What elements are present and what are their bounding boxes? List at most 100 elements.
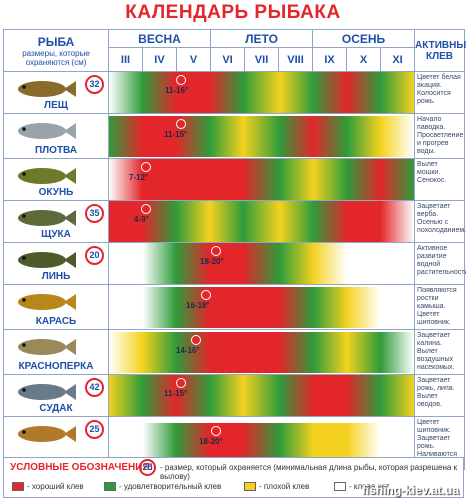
page-title: КАЛЕНДАРЬ РЫБАКА bbox=[125, 2, 341, 23]
fish-row: 42 СУДАК 11-15° Зацветает рожь, липа. Вылет… bbox=[3, 374, 466, 417]
month-header: IV bbox=[142, 47, 177, 72]
fish-row: ПЛОТВА 11-15° Начало паводка. Просветление… bbox=[3, 113, 466, 159]
spawning-temperature: 14-16° bbox=[176, 345, 200, 355]
spawning-marker bbox=[176, 118, 186, 129]
bite-activity-band: 4-9° bbox=[107, 200, 416, 243]
spawning-marker bbox=[211, 425, 221, 436]
fish-name: ОКУНЬ bbox=[38, 187, 74, 198]
bite-activity-band: 11-15° bbox=[107, 113, 416, 159]
month-header: V bbox=[175, 47, 212, 72]
bite-activity-band: 16-18° bbox=[107, 284, 416, 330]
fish-cell: КАРАСЬ bbox=[3, 284, 109, 330]
legend-bad: - плохой клев bbox=[244, 482, 309, 492]
spawning-temperature: 18-20° bbox=[200, 257, 224, 266]
active-bite-note: Зацветает верба. Осенью с похолоданием. bbox=[414, 200, 466, 243]
fish-illustration-icon bbox=[18, 384, 76, 400]
fish-cell: 35 ЩУКА bbox=[3, 200, 109, 243]
bite-activity-band: 11-16° bbox=[107, 71, 416, 114]
protected-size-badge: 20 bbox=[85, 246, 104, 265]
legend-title: УСЛОВНЫЕ ОБОЗНАЧЕНИЯ: bbox=[10, 462, 153, 473]
spawning-temperature: 11-15° bbox=[164, 389, 188, 398]
spawning-temperature: 16-18° bbox=[186, 300, 210, 310]
protected-size-badge: 25 bbox=[85, 420, 104, 439]
good-swatch bbox=[12, 482, 24, 492]
spawning-temperature: 4-9° bbox=[134, 215, 149, 224]
spawning-marker bbox=[141, 162, 151, 172]
spawning-temperature: 18-20° bbox=[199, 436, 223, 446]
active-bite-note: Начало паводка. Просветление и прогрев в… bbox=[414, 113, 466, 159]
active-bite-note: Появляются ростки камыша. Цветет шиповни… bbox=[414, 284, 466, 330]
fish-name: КРАСНОПЕРКА bbox=[18, 361, 94, 372]
fish-row: КРАСНОПЕРКА 14-16° Зацветает калина. Вылет… bbox=[3, 329, 466, 375]
fish-row: 35 ЩУКА 4-9° Зацветает верба. Осенью с похо… bbox=[3, 200, 466, 243]
legend-good: - хороший клев bbox=[12, 482, 84, 492]
bite-activity-band: 11-15° bbox=[107, 374, 416, 417]
spawning-marker bbox=[141, 204, 151, 214]
fish-cell: ОКУНЬ bbox=[3, 158, 109, 201]
bite-activity-band: 7-12° bbox=[107, 158, 416, 201]
fish-illustration-icon bbox=[18, 210, 76, 226]
month-header: VI bbox=[210, 47, 246, 72]
fish-cell: 32 ЛЕЩ bbox=[3, 71, 109, 114]
autumn-header: ОСЕНЬ bbox=[312, 29, 416, 48]
fish-name: СУДАК bbox=[39, 403, 73, 414]
fish-illustration-icon bbox=[18, 81, 76, 97]
month-header: VIII bbox=[278, 47, 314, 72]
fish-cell: ПЛОТВА bbox=[3, 113, 109, 159]
active-bite-note: Вылет мошки. Сенокос. bbox=[414, 158, 466, 201]
fish-name: ЛЕЩ bbox=[44, 100, 68, 111]
spawning-marker bbox=[211, 246, 221, 256]
fish-name: ПЛОТВА bbox=[34, 145, 78, 156]
site-watermark: fishing-kiev.at.ua bbox=[361, 483, 459, 497]
fish-name: ЩУКА bbox=[41, 229, 71, 240]
fish-column-header: РЫБА размеры, которые охраняются (см) bbox=[3, 29, 109, 72]
spawning-temperature: 11-16° bbox=[165, 86, 189, 95]
fish-row: ОКУНЬ 7-12° Вылет мошки. Сенокос. bbox=[3, 158, 466, 201]
month-header: VII bbox=[244, 47, 280, 72]
spring-header: ВЕСНА bbox=[107, 29, 212, 48]
legend: УСЛОВНЫЕ ОБОЗНАЧЕНИЯ: 25 - размер, котор… bbox=[3, 457, 464, 498]
spawning-marker bbox=[176, 378, 186, 388]
fish-illustration-icon bbox=[18, 252, 76, 268]
active-bite-note: Цветет белая акация. Колосится рожь. bbox=[414, 71, 466, 114]
fish-illustration-icon bbox=[18, 123, 76, 139]
spawning-marker bbox=[201, 289, 211, 300]
spawning-marker bbox=[176, 75, 186, 85]
spawning-temperature: 11-15° bbox=[164, 129, 188, 139]
month-header: XI bbox=[380, 47, 416, 72]
fish-name: КАРАСЬ bbox=[35, 316, 77, 327]
month-header: III bbox=[108, 47, 143, 72]
month-header: X bbox=[346, 47, 382, 72]
legend-size-circle: 25 bbox=[139, 459, 156, 476]
fish-illustration-icon bbox=[18, 339, 76, 355]
spawning-marker bbox=[191, 334, 201, 345]
fish-cell: 20 ЛИНЬ bbox=[3, 242, 109, 285]
ok-swatch bbox=[104, 482, 116, 492]
fish-illustration-icon bbox=[18, 294, 76, 310]
fish-cell: 42 СУДАК bbox=[3, 374, 109, 417]
fish-name: ЛИНЬ bbox=[41, 271, 71, 282]
fish-illustration-icon bbox=[18, 168, 76, 184]
fish-row: 20 ЛИНЬ 18-20° Активное развитие водной рас… bbox=[3, 242, 466, 285]
protected-size-badge: 42 bbox=[85, 378, 104, 397]
protected-size-badge: 35 bbox=[85, 204, 104, 223]
active-bite-note: Активное развитие водной растительности. bbox=[414, 242, 466, 285]
summer-header: ЛЕТО bbox=[210, 29, 314, 48]
protected-size-badge: 32 bbox=[85, 75, 104, 94]
fishing-calendar-table: РЫБА размеры, которые охраняются (см) ВЕ… bbox=[3, 29, 466, 470]
none-swatch bbox=[334, 482, 346, 492]
bad-swatch bbox=[244, 482, 256, 492]
active-bite-note: Зацветает калина. Вылет воздушных насеко… bbox=[414, 329, 466, 375]
fish-illustration-icon bbox=[18, 426, 76, 442]
fish-cell: КРАСНОПЕРКА bbox=[3, 329, 109, 375]
month-header: IX bbox=[312, 47, 348, 72]
legend-size-description: - размер, который охраняется (минимальна… bbox=[160, 463, 458, 481]
bite-activity-band: 18-20° bbox=[107, 242, 416, 285]
active-bite-header: АКТИВНЫЙ КЛЕВ bbox=[414, 29, 466, 72]
legend-ok: - удовлетворительный клев bbox=[104, 482, 221, 492]
bite-activity-band: 14-16° bbox=[107, 329, 416, 375]
fish-row: 32 ЛЕЩ 11-16° Цветет белая акация. Колоситс… bbox=[3, 71, 466, 114]
legend-none: - клева нет bbox=[334, 482, 390, 492]
active-bite-note: Зацветает рожь, липа. Вылет оводов. bbox=[414, 374, 466, 417]
fish-row: КАРАСЬ 16-18° Появляются ростки камыша. Цв… bbox=[3, 284, 466, 330]
